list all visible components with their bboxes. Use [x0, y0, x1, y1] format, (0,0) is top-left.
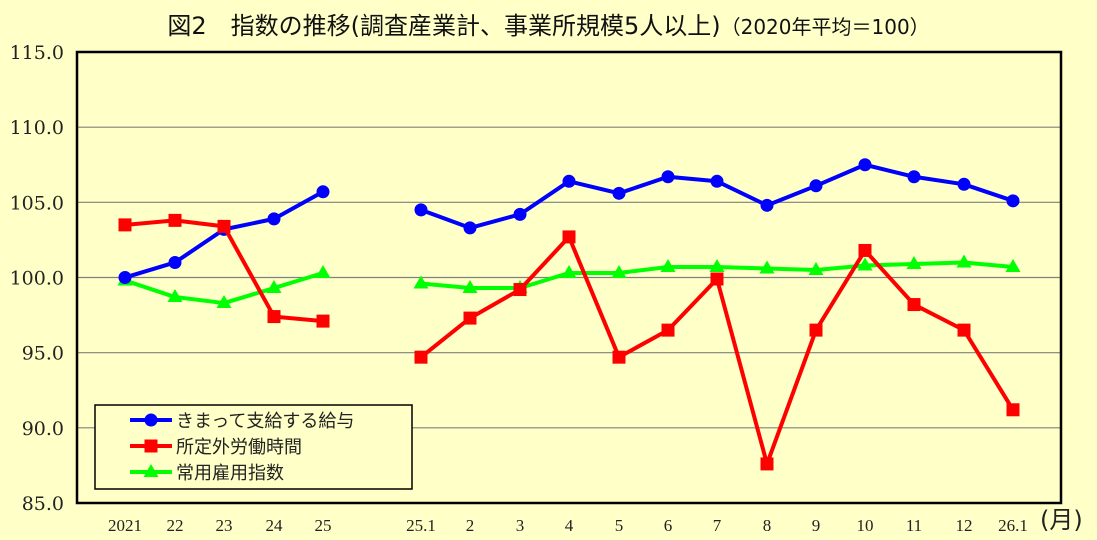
marker-square [809, 323, 823, 337]
chart-title: 図2 指数の推移(調査産業計、事業所規模5人以上)（2020年平均＝100） [0, 6, 1097, 41]
marker-circle [118, 271, 132, 284]
x-tick-label: 24 [266, 516, 284, 535]
marker-triangle [857, 257, 873, 271]
y-tick-label: 85.0 [22, 493, 64, 515]
marker-square [907, 298, 921, 312]
marker-square [957, 323, 971, 337]
x-tick-label: 5 [615, 516, 624, 535]
y-tick-label: 105.0 [10, 192, 64, 214]
marker-square [168, 213, 182, 227]
marker-circle [1006, 194, 1020, 208]
marker-square [463, 311, 477, 325]
marker-circle [809, 179, 823, 193]
marker-square [267, 310, 281, 324]
marker-triangle [1005, 258, 1021, 272]
x-tick-label: 2 [466, 516, 475, 535]
x-tick-label: 4 [565, 516, 574, 535]
marker-square [760, 457, 774, 471]
marker-triangle [611, 264, 627, 278]
marker-square [144, 439, 158, 453]
marker-square [562, 230, 576, 244]
x-tick-label: 6 [664, 516, 673, 535]
marker-square [710, 272, 724, 286]
marker-square [661, 323, 675, 337]
marker-triangle [660, 258, 676, 272]
marker-square [118, 218, 132, 232]
x-tick-label: 11 [906, 516, 922, 535]
marker-triangle [462, 280, 478, 294]
marker-triangle [266, 280, 282, 294]
marker-square [612, 350, 626, 364]
x-tick-label: 7 [713, 516, 722, 535]
x-tick-label: 25.1 [406, 516, 436, 535]
plot-area-frame [75, 50, 1063, 505]
marker-square [414, 350, 428, 364]
marker-triangle [143, 464, 159, 477]
x-tick-label: 8 [763, 516, 772, 535]
marker-circle [316, 185, 330, 199]
y-tick-label: 110.0 [10, 117, 64, 139]
marker-circle [168, 255, 182, 269]
marker-triangle [956, 254, 972, 268]
data-series [117, 158, 1021, 471]
legend-label: 所定外労働時間 [176, 437, 302, 458]
marker-triangle [759, 260, 775, 274]
legend-label: 常用雇用指数 [176, 463, 284, 484]
y-tick-label: 95.0 [22, 343, 64, 365]
marker-circle [414, 203, 428, 217]
marker-circle [907, 170, 921, 184]
x-tick-label: 12 [956, 516, 973, 535]
marker-circle [858, 158, 872, 172]
marker-circle [760, 198, 774, 212]
y-tick-label: 115.0 [10, 42, 64, 64]
chart-title-main: 図2 指数の推移(調査産業計、事業所規模5人以上) [167, 12, 721, 40]
marker-square [1006, 403, 1020, 417]
x-tick-label: 26.1 [998, 516, 1028, 535]
marker-triangle [216, 295, 232, 309]
marker-square [217, 219, 231, 233]
marker-triangle [808, 261, 824, 275]
marker-circle [513, 207, 527, 221]
x-tick-label: 9 [812, 516, 821, 535]
marker-circle [144, 413, 158, 427]
x-axis-ticks: 2021 22 23 24 25 25.1 2 3 4 5 6 7 8 9 10 11 12 26.1 [108, 516, 1028, 535]
legend-label: きまって支給する給与 [176, 411, 354, 432]
marker-circle [957, 177, 971, 191]
marker-triangle [561, 264, 577, 278]
marker-square [513, 283, 527, 297]
x-tick-label: 22 [167, 516, 184, 535]
marker-circle [267, 212, 281, 226]
x-axis-unit-label: (月) [1040, 506, 1083, 534]
marker-circle [562, 174, 576, 188]
marker-triangle [709, 258, 725, 272]
marker-circle [661, 170, 675, 184]
marker-triangle [906, 255, 922, 269]
x-tick-label: 23 [216, 516, 233, 535]
x-tick-label: 2021 [108, 516, 142, 535]
chart-title-subtitle: （2020年平均＝100） [720, 15, 930, 39]
y-tick-label: 90.0 [22, 418, 64, 440]
marker-triangle [167, 289, 183, 303]
series-overtime-hours [118, 213, 1020, 471]
marker-square [858, 243, 872, 257]
marker-circle [612, 186, 626, 200]
marker-triangle [413, 275, 429, 289]
x-tick-label: 10 [857, 516, 874, 535]
x-tick-label: 3 [516, 516, 525, 535]
x-tick-label: 25 [315, 516, 332, 535]
marker-square [316, 314, 330, 328]
marker-circle [463, 221, 477, 235]
series-line-monthly [420, 162, 1014, 230]
marker-triangle [315, 264, 331, 278]
marker-circle [710, 174, 724, 188]
y-tick-label: 100.0 [10, 268, 64, 290]
y-axis-ticks: 115.0 110.0 105.0 100.0 95.0 90.0 85.0 [10, 42, 64, 515]
